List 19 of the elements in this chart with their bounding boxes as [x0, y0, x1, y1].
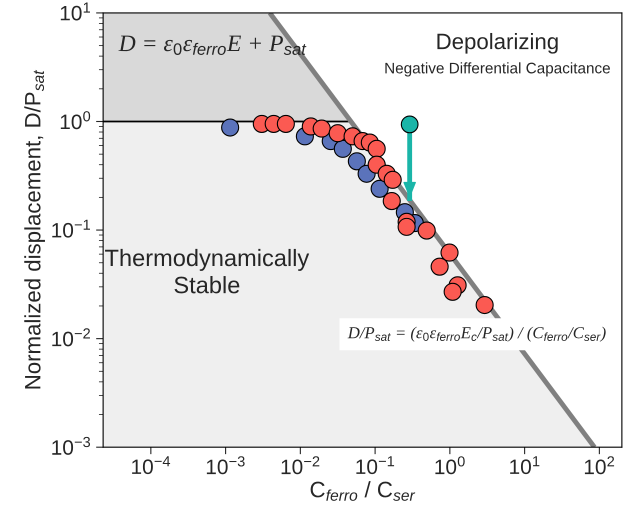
x-tick-label: 10$^{−3}$: [206, 456, 245, 474]
y-tick-label: 10$^{1}$: [60, 2, 90, 20]
y-tick-label: 10$^{−2}$: [52, 328, 90, 346]
text: D/P$_{sat}$ = (ε$_{0}$ε$_{ferro}$E$_{c}$/P$_{sat}$) / (C$_{ferro}$/C$_{ser}$): [348, 326, 606, 342]
x-tick-label: 10$^{2}$: [584, 456, 614, 474]
x-tick-label: 10$^{−4}$: [132, 456, 170, 474]
x-tick-label: 10$^{−2}$: [282, 456, 320, 474]
annotation: D = ε$_{0}$ε$_{ferro}$E + P$_{sat}$: [118, 36, 306, 55]
y-tick-label: 10$^{0}$: [60, 111, 90, 130]
x-tick-label: 10$^{0}$: [435, 456, 465, 474]
annotation: Depolarizing: [437, 32, 558, 54]
y-tick-label: 10$^{−3}$: [52, 436, 90, 455]
x-tick-label: 10$^{1}$: [510, 456, 540, 474]
x-axis-title: C$_{ferro}$ / C$_{ser}$: [310, 481, 416, 501]
y-axis-title: Normalized displacement, D/P$_{sat}$: [24, 70, 45, 388]
x-tick-label: 10$^{−1}$: [356, 456, 394, 474]
annotation: Thermodynamically Stable: [105, 248, 310, 294]
y-tick-label: 10$^{−1}$: [52, 220, 90, 238]
annotation: Negative Differential Capacitance: [385, 62, 610, 76]
